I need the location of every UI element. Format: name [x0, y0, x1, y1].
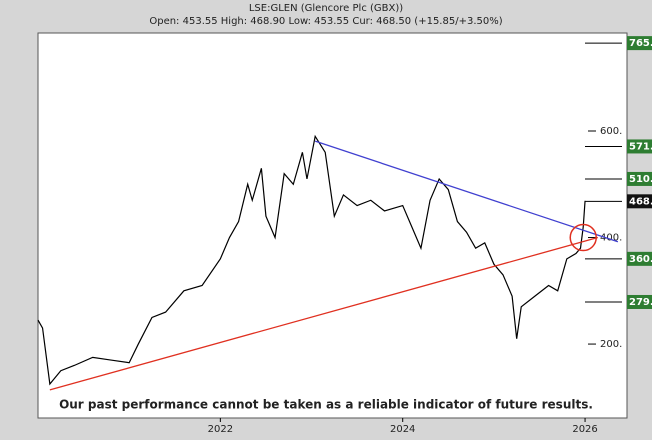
trend-line — [314, 140, 619, 243]
level-label: 571. — [629, 141, 652, 152]
highlight-circle — [569, 223, 597, 252]
x-tick-label: 2022 — [208, 424, 233, 435]
x-tick-label: 2026 — [572, 424, 597, 435]
y-tick-label: 400. — [600, 233, 622, 244]
chart-subtitle: Open: 453.55 High: 468.90 Low: 453.55 Cu… — [149, 16, 502, 27]
level-label: 279. — [629, 297, 652, 308]
y-tick-label: 200. — [600, 339, 622, 350]
level-label: 468. — [629, 196, 652, 207]
level-box — [627, 139, 652, 154]
level-label: 510. — [629, 174, 652, 185]
chart-title: LSE:GLEN (Glencore Plc (GBX)) — [249, 3, 403, 14]
level-box — [627, 171, 652, 186]
y-tick-label: 600. — [600, 126, 622, 137]
plot-area — [37, 32, 628, 419]
disclaimer: Our past performance cannot be taken as … — [59, 398, 593, 412]
price-line — [37, 134, 586, 386]
level-box — [627, 251, 652, 266]
trend-line — [49, 236, 598, 391]
x-tick-label: 2024 — [390, 424, 415, 435]
level-box — [627, 36, 652, 51]
level-box — [627, 194, 652, 209]
level-label: 765. — [629, 38, 652, 49]
level-box — [627, 294, 652, 309]
level-label: 360. — [629, 254, 652, 265]
